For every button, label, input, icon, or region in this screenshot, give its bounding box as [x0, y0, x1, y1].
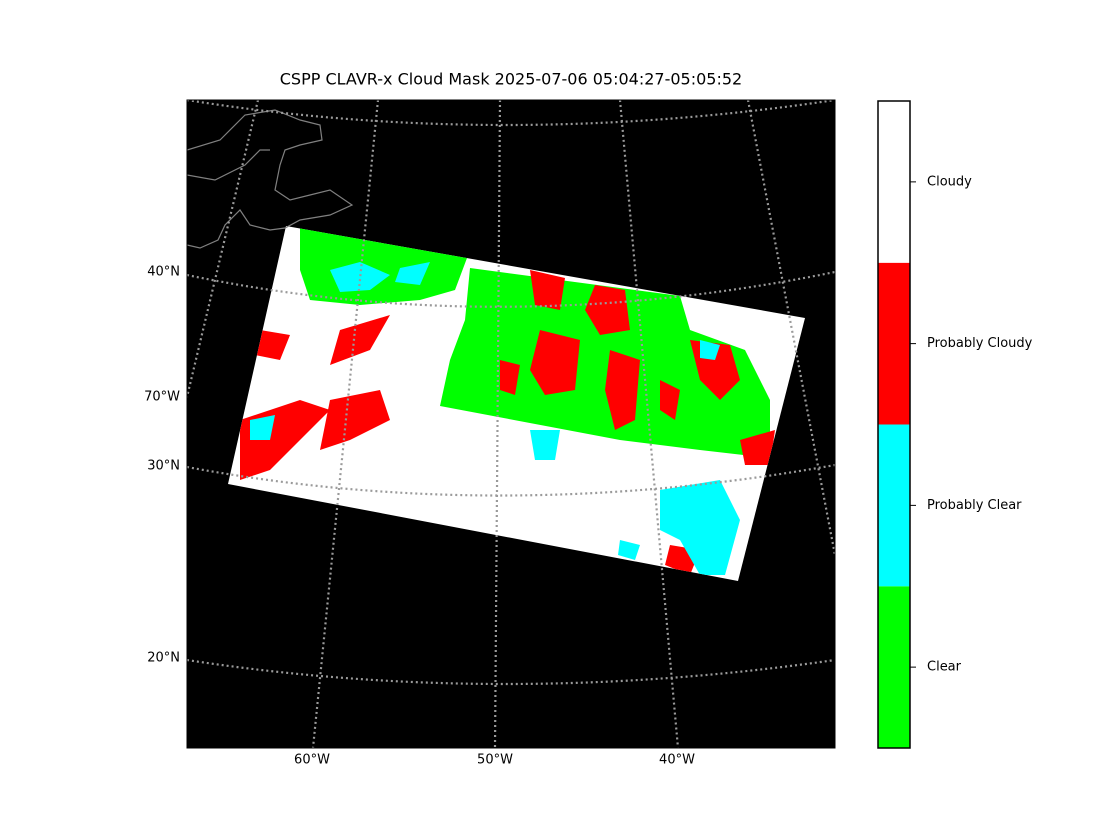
colorbar-label: Clear	[927, 660, 962, 675]
map-frame	[186, 99, 836, 749]
latitude-line	[187, 658, 835, 686]
colorbar: Clear Probably Clear Probably Cloudy Cloudy	[877, 100, 1033, 749]
lon-label: 50°W	[477, 753, 513, 768]
lon-label: 40°W	[659, 753, 695, 768]
colorbar-label: Probably Cloudy	[927, 336, 1033, 351]
map	[187, 100, 835, 748]
colorbar-label: Probably Clear	[927, 498, 1022, 513]
longitude-line	[311, 100, 380, 748]
map-title: CSPP CLAVR-x Cloud Mask 2025-07-06 05:04…	[280, 70, 742, 89]
colorbar-label: Cloudy	[927, 174, 972, 189]
lat-label: 30°N	[147, 459, 180, 474]
longitude-line	[746, 100, 835, 556]
longitude-line	[493, 100, 502, 748]
longitude-line	[187, 100, 260, 398]
colorbar-segment	[878, 101, 910, 263]
clear-area	[440, 268, 770, 458]
probably-cloudy-area	[500, 270, 740, 430]
lat-label: 40°N	[147, 265, 180, 280]
lon-label: 60°W	[294, 753, 330, 768]
lat-label: 70°W	[144, 390, 180, 405]
coastline	[187, 109, 354, 249]
latitude-line	[187, 100, 835, 127]
latitude-line	[187, 463, 835, 497]
latitude-line	[187, 270, 835, 308]
colorbar-segment	[878, 424, 910, 587]
probably-clear-area	[330, 262, 430, 292]
probably-clear-area	[250, 340, 740, 575]
lat-label: 20°N	[147, 651, 180, 666]
colorbar-frame	[877, 100, 911, 749]
colorbar-segment	[878, 262, 910, 425]
colorbar-segment	[878, 586, 910, 748]
longitude-line	[618, 100, 680, 748]
